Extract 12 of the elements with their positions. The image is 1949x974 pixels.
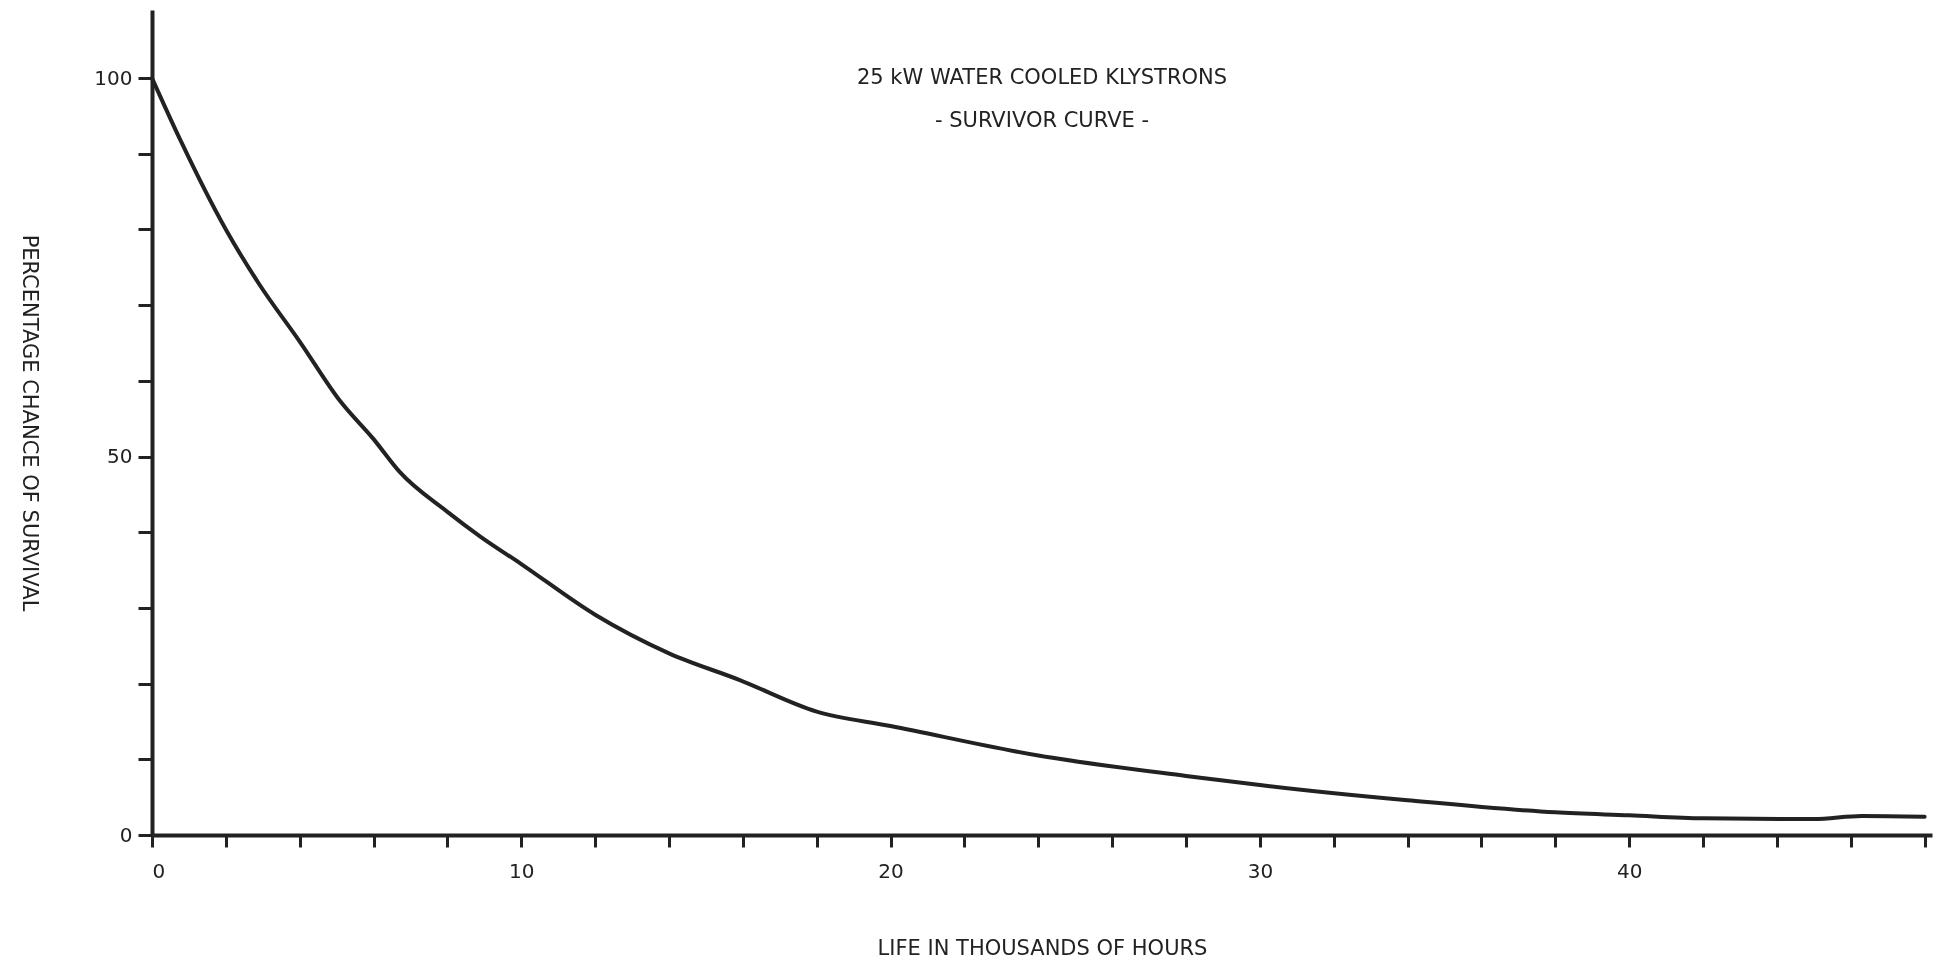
text: 25 kW WATER COOLED KLYSTRONS [856,65,1228,89]
text: - SURVIVOR CURVE - [934,108,1150,132]
y-tick-label: 0 [119,822,133,847]
y-tick-label: 50 [107,444,133,469]
y-axis-title: PERCENTAGE CHANCE OF SURVIVAL [18,234,43,612]
x-tick-label: 30 [1247,858,1274,883]
y-tick-label: 100 [94,65,133,90]
x-tick-label: 0 [152,858,166,883]
x-tick-label: 20 [878,858,904,883]
x-axis-title: LIFE IN THOUSANDS OF HOURS [877,935,1208,960]
x-tick-label: 10 [509,858,535,883]
x-tick-label: 40 [1616,858,1643,883]
